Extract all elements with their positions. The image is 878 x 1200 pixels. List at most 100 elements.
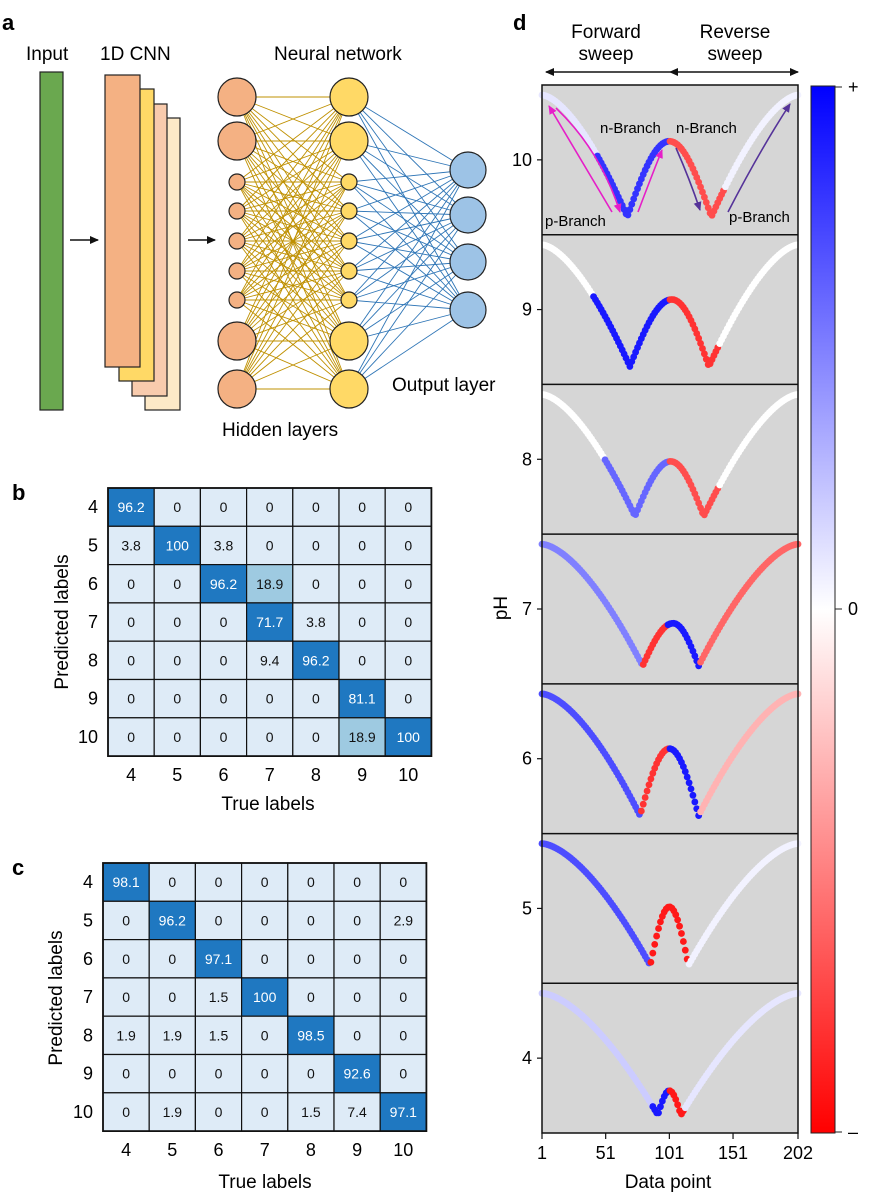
x-tick-label: 101 [654,1143,684,1163]
panel-label-a: a [2,10,15,35]
matrix-cell-value: 0 [307,1066,315,1082]
matrix-cell-value: 1.5 [209,989,229,1005]
sweep-point [649,949,657,957]
sweep-point [655,1109,662,1117]
sweep-point [655,925,662,932]
matrix-cell-value: 0 [399,1066,407,1082]
connection-hidden [236,96,350,272]
matrix-cell-value: 0 [358,652,366,668]
connection-output [348,240,469,311]
confusion-matrix-c: 98.1 0 0 0 0 0 00 96.2 0 0 0 0 2.90 0 97.1 0 0 0 00 0 1.5 100… [73,862,428,1160]
hidden-node-layer2 [340,291,358,309]
connection-hidden [236,140,350,390]
connection-output [348,214,469,242]
matrix-cell [148,977,196,1017]
hidden-node-layer2 [340,262,358,280]
matrix-cell-value: 0 [173,614,181,630]
matrix-cell-value: 0 [127,729,135,745]
cnn-label: 1D CNN [100,44,171,65]
matrix-cell-value: 96.2 [117,499,144,515]
matrix-cell [153,563,201,604]
row-tick-label: 5 [83,910,93,930]
matrix-cell-value: 1.5 [301,1104,321,1120]
connection-hidden [236,181,350,242]
matrix-cell [102,1053,150,1094]
neural-network-label: Neural network [274,44,402,65]
connection-output [348,181,469,263]
sweep-point [702,355,710,363]
confusion-c-ylabel: Predicted labels [46,930,67,1065]
sweep-point [672,1095,680,1103]
matrix-cell-value: 0 [404,614,412,630]
row-tick-label: 8 [88,650,98,670]
matrix-cell [379,977,428,1017]
matrix-cell-value: 0 [404,576,412,592]
sweep-point [676,922,683,930]
connection-hidden [236,210,350,342]
matrix-cell-value: 2.9 [394,912,414,928]
confusion-b-ylabel: Predicted labels [52,554,73,689]
matrix-cell-value: 0 [220,691,228,707]
matrix-cell [153,640,201,681]
matrix-cell [194,1053,243,1094]
matrix-cell [287,1053,335,1094]
hidden-node-layer1 [228,291,246,309]
ph-tick-label: 8 [522,449,532,469]
matrix-cell-value: 0 [215,1066,223,1082]
connection-hidden [236,240,350,390]
matrix-cell [384,525,433,566]
row-tick-label: 7 [88,612,98,632]
connection-output [348,96,469,311]
sweep-point [704,204,712,212]
sweep-point [641,794,649,801]
matrix-cell-value: 0 [307,951,315,967]
matrix-cell-value: 0 [168,1066,176,1082]
column-tick-label: 4 [121,1140,131,1160]
sweep-point [637,807,645,815]
matrix-cell-value: 0 [399,874,407,890]
row-tick-label: 5 [88,535,98,555]
matrix-cell-value: 0 [353,951,361,967]
matrix-cell [338,678,386,719]
network-connections [236,96,469,390]
matrix-cell [246,602,294,642]
sweep-point [651,940,659,948]
connection-output [348,210,469,263]
matrix-cell-value: 0 [261,1066,269,1082]
matrix-cell [384,640,433,681]
sweep-point [687,785,695,793]
column-tick-label: 7 [265,765,275,785]
matrix-cell-value: 0 [266,729,274,745]
sweep-point [681,946,689,954]
matrix-cell [379,1092,428,1132]
matrix-cell [199,717,248,757]
matrix-cell [107,640,155,681]
panel-label-d: d [513,10,526,35]
sweep-point [647,958,655,966]
matrix-cell-value: 0 [266,537,274,553]
sweep-point [674,1101,682,1109]
hidden-layers-label: Hidden layers [222,420,338,441]
row-tick-label: 6 [83,949,93,969]
sweep-point [683,773,691,781]
sweep-xlabel: Data point [625,1172,712,1193]
matrix-cell-value: 0 [220,614,228,630]
connection-output [348,140,469,263]
matrix-cell [148,1053,196,1094]
matrix-cell-value: 0 [220,499,228,515]
connection-output [348,169,469,242]
sweep-ylabel: pH [491,596,512,620]
connection-hidden [236,299,350,390]
matrix-cell [153,602,201,642]
connection-output [348,96,469,171]
matrix-cell [379,938,428,979]
connection-output [348,309,469,390]
ph-tick-label: 6 [522,749,532,769]
connection-hidden [236,181,350,212]
matrix-cell-value: 0 [353,874,361,890]
matrix-cell-value: 18.9 [256,576,283,592]
matrix-cell-value: 0 [399,951,407,967]
column-tick-label: 7 [260,1140,270,1160]
